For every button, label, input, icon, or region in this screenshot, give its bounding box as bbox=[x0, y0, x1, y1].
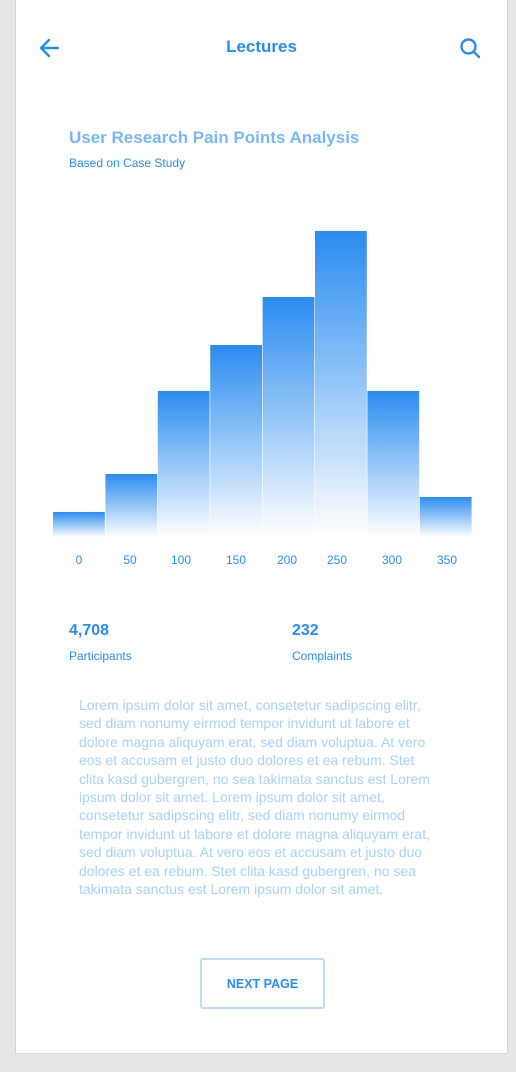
chart-subtitle: Based on Case Study bbox=[69, 156, 186, 170]
histogram-chart: 0 50 100 150 200 250 300 350 bbox=[53, 231, 472, 567]
x-tick-label: 100 bbox=[171, 553, 191, 567]
bar-200 bbox=[262, 297, 315, 537]
bar-150 bbox=[210, 345, 262, 537]
next-page-button[interactable]: NEXT PAGE bbox=[200, 958, 325, 1009]
page-title: Lectures bbox=[226, 37, 297, 56]
x-tick-label: 0 bbox=[76, 553, 83, 567]
bar-350 bbox=[419, 497, 472, 537]
x-tick-label: 250 bbox=[327, 553, 347, 567]
back-button[interactable] bbox=[38, 36, 62, 60]
participants-value: 4,708 bbox=[69, 622, 110, 639]
bar-300 bbox=[367, 391, 420, 537]
search-button[interactable] bbox=[458, 36, 482, 60]
arrow-left-icon bbox=[39, 38, 60, 58]
x-tick-label: 300 bbox=[382, 553, 402, 567]
complaints-label: Complaints bbox=[292, 649, 353, 663]
x-tick-label: 150 bbox=[226, 553, 246, 567]
app-screen: Lectures User Research Pain Points Analy… bbox=[15, 0, 508, 1054]
complaints-value: 232 bbox=[292, 622, 319, 639]
participants-label: Participants bbox=[69, 649, 132, 663]
bar-100 bbox=[157, 391, 210, 537]
x-tick-label: 350 bbox=[437, 553, 457, 567]
bar-0 bbox=[53, 512, 105, 537]
bar-50 bbox=[105, 474, 158, 537]
bar-250 bbox=[315, 231, 367, 537]
x-tick-label: 50 bbox=[123, 553, 137, 567]
description-text: Lorem ipsum dolor sit amet, consetetur s… bbox=[79, 697, 430, 898]
search-icon bbox=[460, 38, 481, 59]
top-bar: Lectures bbox=[16, 0, 507, 95]
x-tick-label: 200 bbox=[277, 553, 297, 567]
chart-title: User Research Pain Points Analysis bbox=[69, 128, 360, 147]
